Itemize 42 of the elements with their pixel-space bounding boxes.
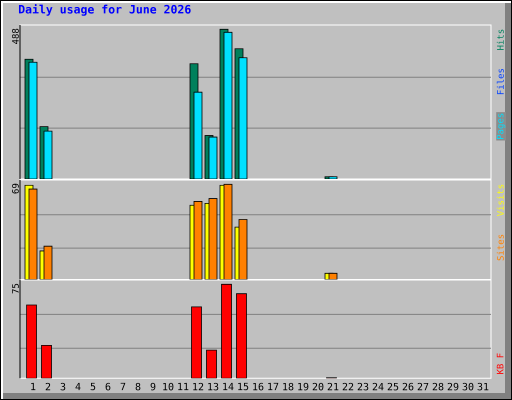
- text: 75: [12, 284, 19, 294]
- x-tick-label: 25: [388, 382, 398, 390]
- bar: [221, 284, 232, 378]
- chart-title: Daily usage for June 2026: [18, 4, 191, 16]
- x-tick-label: 14: [223, 382, 234, 390]
- text: 69: [12, 184, 19, 194]
- text: Pages: [496, 114, 506, 139]
- x-tick-label: 12: [193, 382, 204, 390]
- x-tick-label: 17: [268, 382, 278, 390]
- x-tick-label: 16: [253, 382, 264, 390]
- text: Hits: [496, 30, 504, 50]
- x-tick-label: 11: [178, 382, 188, 390]
- x-tick-label: 31: [478, 382, 488, 390]
- x-tick-label: 2: [46, 382, 50, 390]
- x-tick-label: 18: [283, 382, 294, 390]
- legend-label: Files: [496, 68, 504, 94]
- x-tick-label: 10: [163, 382, 174, 390]
- x-tick-label: 22: [342, 382, 354, 390]
- x-tick-label: 1: [31, 382, 36, 390]
- x-tick-label: 13: [208, 382, 218, 390]
- x-tick-label: 29: [448, 382, 458, 390]
- x-tick-label: 4: [75, 382, 81, 390]
- x-tick-label: 15: [238, 382, 248, 390]
- x-tick-label: 24: [372, 382, 384, 390]
- x-tick-label: 5: [90, 382, 96, 390]
- x-tick-label: 3: [60, 382, 66, 390]
- x-tick-label: 28: [432, 382, 444, 390]
- x-tick-label: 9: [150, 382, 156, 390]
- x-tick-label: 26: [402, 382, 414, 390]
- x-tick-label: 30: [462, 382, 474, 390]
- x-tick-label: 21: [328, 382, 338, 390]
- x-tick-label: 23: [358, 382, 368, 390]
- text: Visits: [496, 184, 504, 216]
- x-tick-label: 27: [418, 382, 428, 390]
- text: 488: [12, 28, 19, 44]
- x-tick-label: 8: [136, 382, 140, 390]
- x-tick-label: 7: [120, 382, 126, 390]
- x-tick-label: 19: [298, 382, 308, 390]
- text: Sites: [496, 234, 504, 260]
- x-tick-label: 6: [106, 382, 110, 390]
- text: KB F: [496, 353, 504, 374]
- x-tick-label: 20: [312, 382, 324, 390]
